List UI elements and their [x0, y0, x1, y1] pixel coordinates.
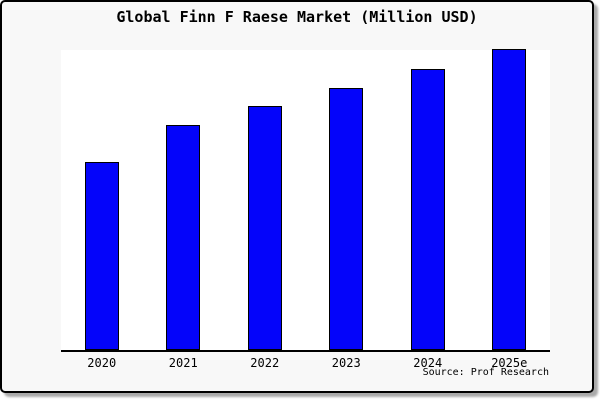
source-label: Source: Prof Research — [422, 367, 549, 378]
x-tick-label-2025e: 2025e — [491, 356, 528, 370]
plot-area — [61, 49, 550, 352]
x-tick-label-2020: 2020 — [87, 356, 117, 370]
x-tick-label-2022: 2022 — [250, 356, 280, 370]
bar-2021 — [166, 125, 201, 350]
bar-2023 — [329, 88, 364, 350]
bar-2020 — [84, 162, 119, 350]
bar-2025e — [492, 49, 527, 350]
x-axis-line — [61, 350, 550, 352]
chart-title: Global Finn F Raese Market (Million USD) — [116, 8, 478, 26]
chart-card: Global Finn F Raese Market (Million USD)… — [0, 0, 594, 393]
bar-2024 — [410, 69, 445, 350]
x-tick-label-2024: 2024 — [413, 356, 443, 370]
x-tick-label-2021: 2021 — [168, 356, 198, 370]
bar-2022 — [247, 106, 282, 350]
x-tick-label-2023: 2023 — [331, 356, 361, 370]
